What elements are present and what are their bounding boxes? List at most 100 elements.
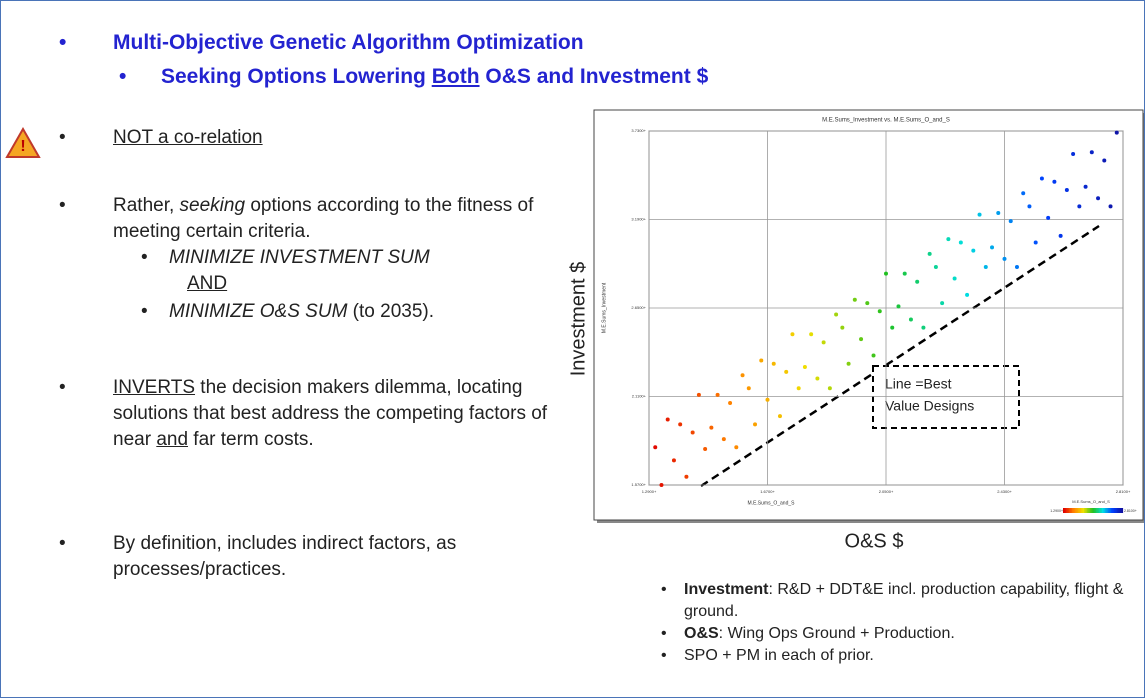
- sub-bullet-text: MINIMIZE INVESTMENT SUM: [169, 247, 430, 268]
- bullet: •: [59, 533, 66, 554]
- text: options according to the fitness of meet…: [113, 195, 534, 242]
- point: [1008, 219, 1013, 224]
- annotation-box: [872, 365, 1020, 429]
- colorbar-swatch: [1114, 508, 1116, 513]
- point: [809, 332, 814, 337]
- point: [759, 358, 764, 363]
- point: [996, 210, 1001, 215]
- point: [734, 445, 739, 450]
- colorbar-swatch: [1108, 508, 1110, 513]
- colorbar-swatch: [1064, 508, 1067, 513]
- note-text: O&S: Wing Ops Ground + Production.: [684, 623, 955, 645]
- point: [665, 417, 670, 422]
- point: [765, 397, 770, 402]
- inner-x-label: M.E.Sums_O_and_S: [748, 500, 796, 506]
- bullet-text: INVERTS the decision makers dilemma, loc…: [113, 375, 573, 453]
- point: [796, 386, 801, 391]
- sub-bullet-text: MINIMIZE O&S SUM (to 2035).: [169, 299, 434, 325]
- colorbar-swatch: [1111, 508, 1113, 513]
- colorbar-swatch: [1121, 508, 1124, 513]
- point: [834, 312, 839, 317]
- point: [784, 369, 789, 374]
- point: [971, 248, 976, 253]
- x-tick-label: 2.8100+: [1116, 489, 1131, 494]
- colorbar-swatch: [1066, 508, 1068, 513]
- x-tick-label: 1.2900+: [642, 489, 657, 494]
- annotation-line: Line =Best: [885, 376, 952, 392]
- point: [802, 365, 807, 369]
- bullet: •: [661, 625, 667, 642]
- point: [1071, 151, 1076, 156]
- point: [696, 392, 701, 397]
- point: [728, 401, 733, 406]
- bullet: •: [59, 195, 66, 216]
- colorbar-swatch: [1079, 508, 1082, 513]
- colorbar-swatch: [1073, 508, 1076, 513]
- point: [1014, 265, 1019, 270]
- point: [703, 446, 708, 451]
- point: [927, 251, 932, 256]
- text: : R&D + DDT&E incl. production capabilit…: [684, 581, 1124, 620]
- point: [821, 340, 826, 345]
- point: [1096, 196, 1101, 201]
- text: Investment: [684, 581, 769, 598]
- point: [790, 332, 795, 337]
- annotation-line: Value Designs: [885, 398, 974, 414]
- point: [678, 422, 683, 427]
- point: [690, 430, 695, 435]
- text: Both: [431, 65, 480, 88]
- colorbar-swatch: [1063, 508, 1065, 513]
- point: [846, 361, 851, 366]
- point: [771, 361, 776, 366]
- colorbar-swatch: [1103, 508, 1106, 513]
- point: [983, 265, 988, 270]
- point: [659, 483, 664, 487]
- colorbar-swatch: [1096, 508, 1098, 513]
- note-text: SPO + PM in each of prior.: [684, 647, 874, 664]
- point: [871, 353, 876, 358]
- point: [933, 265, 938, 270]
- point: [1033, 240, 1038, 245]
- colorbar-swatch: [1085, 508, 1088, 513]
- bullet: •: [141, 301, 148, 322]
- text: and: [156, 429, 189, 450]
- point: [958, 240, 963, 245]
- text: : Wing Ops Ground + Production.: [718, 625, 955, 642]
- point: [746, 386, 751, 391]
- bullet-text: Rather, seeking options according to the…: [113, 193, 573, 245]
- inner-y-label: M.E.Sums_Investment: [601, 282, 607, 333]
- x-tick-label: 2.0500+: [879, 489, 894, 494]
- point: [777, 414, 782, 419]
- point: [1039, 176, 1044, 181]
- point: [815, 376, 820, 381]
- point: [1102, 158, 1107, 163]
- colorbar-swatch: [1105, 508, 1107, 513]
- text: O&S and Investment $: [479, 65, 709, 88]
- point: [915, 279, 920, 284]
- colorbar-swatch: [1082, 508, 1085, 513]
- point: [840, 325, 845, 330]
- point: [653, 445, 658, 450]
- bullet: •: [59, 31, 67, 54]
- chart-title: M.E.Sums_Investment vs. M.E.Sums_O_and_S: [822, 118, 950, 124]
- point: [1114, 130, 1119, 135]
- bullet: •: [59, 377, 66, 398]
- colorbar-swatch: [1102, 508, 1104, 513]
- text: the decision makers dilemma, locating so…: [113, 377, 548, 450]
- colorbar-swatch: [1093, 508, 1095, 513]
- point: [709, 425, 714, 430]
- point: [884, 271, 888, 276]
- point: [946, 237, 951, 242]
- subtitle: Seeking Options Lowering Both O&S and In…: [161, 65, 708, 89]
- colorbar-swatch: [1120, 508, 1122, 513]
- point: [1052, 179, 1057, 184]
- y-tick-label: 3.1900+: [631, 217, 646, 222]
- x-tick-label: 2.4300+: [997, 489, 1012, 494]
- colorbar-swatch: [1091, 508, 1094, 513]
- colorbar-swatch: [1117, 508, 1119, 513]
- point: [908, 317, 913, 322]
- y-tick-label: 2.6500+: [631, 305, 646, 310]
- note-text: Investment: R&D + DDT&E incl. production…: [684, 579, 1124, 623]
- sub-bullet-text: AND: [187, 273, 228, 294]
- colorbar-swatch: [1090, 508, 1092, 513]
